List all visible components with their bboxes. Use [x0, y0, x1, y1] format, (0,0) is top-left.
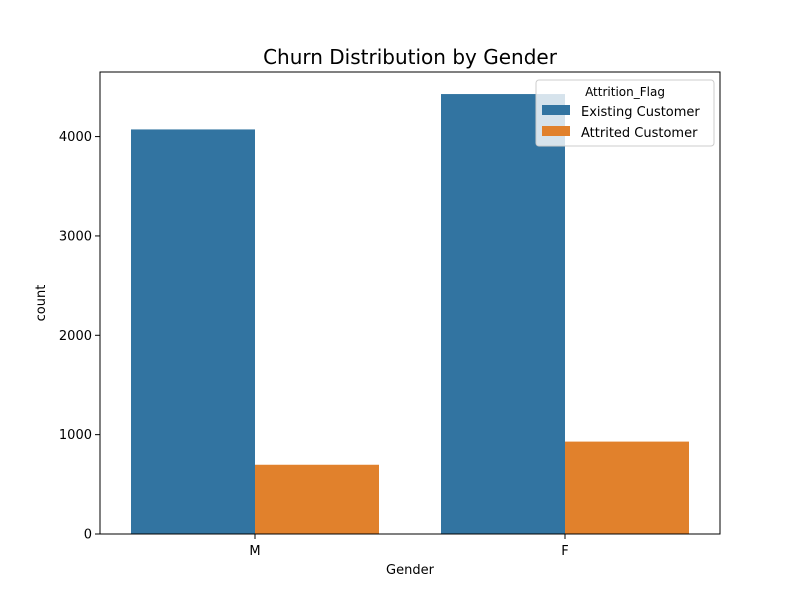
bar-existing-customer-M: [131, 129, 255, 534]
y-tick-label: 0: [84, 528, 92, 543]
legend-label-existing: Existing Customer: [581, 105, 700, 120]
legend-box: [535, 79, 715, 147]
bar-existing-customer-F: [441, 94, 565, 535]
plot-area: 0 1000 2000 3000 4000 M F: [59, 94, 689, 559]
bar-attrited-customer-M: [255, 464, 379, 534]
y-axis-label: count: [34, 285, 49, 322]
x-axis-label: Gender: [386, 563, 435, 578]
legend-title: Attrition_Flag: [585, 85, 665, 99]
bar-attrited-customer-F: [565, 441, 689, 534]
y-tick-label: 1000: [59, 428, 92, 443]
y-tick-label: 3000: [59, 229, 92, 244]
x-tick-label: F: [561, 544, 568, 559]
legend-swatch-existing: [542, 105, 570, 115]
y-tick-label: 4000: [59, 130, 92, 145]
y-tick-label: 2000: [59, 329, 92, 344]
legend-label-attrited: Attrited Customer: [581, 126, 698, 141]
plot-frame: [99, 71, 721, 535]
legend: Attrition_Flag Existing Customer Attrite…: [535, 79, 715, 147]
legend-swatch-attrited: [542, 126, 570, 136]
x-tick-label: M: [249, 544, 260, 559]
chart-title: Churn Distribution by Gender: [263, 45, 558, 69]
